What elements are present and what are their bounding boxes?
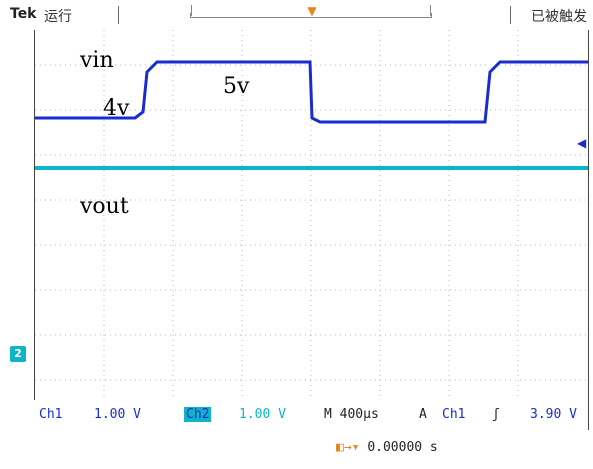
trigger-position-readout: ◧→▾ 0.00000 s: [336, 440, 438, 455]
ch1-level-arrow-icon: ◀: [577, 136, 587, 150]
top-status-bar: Tek 运行 ▼ 已被触发: [0, 0, 593, 30]
timebase: M 400µs: [324, 407, 379, 422]
trigger-level: 3.90 V: [530, 407, 577, 422]
trigger-position-value: 0.00000 s: [367, 440, 438, 455]
brand-logo: Tek: [10, 6, 37, 22]
run-state: 运行: [44, 9, 72, 25]
graticule: [35, 30, 588, 400]
scale-readout-bar: Ch1 1.00 V Ch2 1.00 V M 400µs A Ch1 ʃ 3.…: [34, 400, 587, 460]
waveform-screen: vin 4v 5v vout: [34, 30, 589, 430]
record-position-bar: [190, 5, 432, 18]
vin-high-level-label: 5v: [223, 74, 250, 99]
trigger-position-icon: ▼: [307, 4, 317, 18]
vout-label: vout: [80, 194, 129, 219]
vin-trace: [35, 60, 588, 124]
ch1-label: Ch1: [39, 407, 63, 422]
trigger-position-icon: ◧→▾: [336, 440, 360, 455]
trigger-status: 已被触发: [531, 9, 587, 25]
ch2-label: Ch2: [184, 407, 212, 422]
vin-low-level-label: 4v: [103, 96, 130, 121]
trigger-source: Ch1: [442, 407, 466, 422]
ch1-scale: 1.00 V: [94, 407, 141, 422]
separator: [118, 6, 119, 24]
vin-label: vin: [80, 48, 114, 73]
separator: [510, 6, 511, 24]
ch2-scale: 1.00 V: [239, 407, 286, 422]
trigger-mode: A: [419, 407, 427, 422]
trigger-slope-icon: ʃ: [492, 407, 500, 422]
ch2-ground-marker-icon: 2: [10, 346, 26, 362]
